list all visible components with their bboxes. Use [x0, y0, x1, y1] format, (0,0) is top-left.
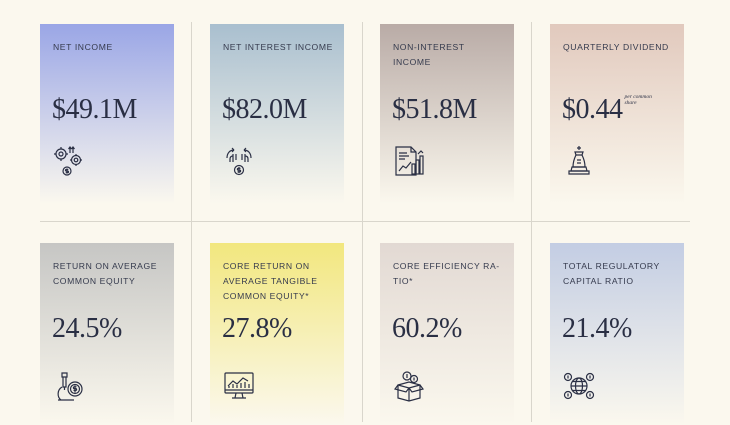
card-total-regulatory-capital-ratio: TOTAL REGULATORY CAPITAL RATIO 21.4% [550, 243, 684, 425]
card-label: NON-INTEREST INCOME [393, 42, 465, 67]
box-coins-icon [392, 369, 426, 403]
card-value: $0.44 per common share [562, 94, 655, 126]
chess-piece-icon [562, 144, 596, 178]
microscope-dollar-icon [52, 369, 86, 403]
card-value: $51.8M [392, 94, 477, 125]
card-core-return-on-average-tangible-common-equity: CORE RETURN ON AVERAGE TANGIBLE COMMON E… [210, 243, 344, 425]
card-value: 21.4% [562, 313, 632, 344]
card-quarterly-dividend: QUARTERLY DIVIDEND $0.44 per common share [550, 24, 684, 204]
card-value: $82.0M [222, 94, 307, 125]
dividend-note: per common share [624, 94, 652, 106]
card-non-interest-income: NON-INTEREST INCOME $51.8M [380, 24, 514, 204]
dividend-amount: $0.44 [562, 94, 623, 125]
card-label: NET INCOME [53, 42, 113, 52]
card-value: 27.8% [222, 313, 292, 344]
card-return-on-average-common-equity: RETURN ON AVERAGE COMMON EQUITY 24.5% [40, 243, 174, 425]
column-divider [191, 22, 192, 422]
card-label: CORE EFFICIENCY RA-TIO* [393, 261, 500, 286]
globe-dollar-icon [562, 369, 596, 403]
card-net-interest-income: NET INTEREST INCOME $82.0M [210, 24, 344, 204]
card-net-income: NET INCOME $49.1M [40, 24, 174, 204]
card-label: TOTAL REGULATORY CAPITAL RATIO [563, 261, 660, 286]
card-label: QUARTERLY DIVIDEND [563, 42, 669, 52]
row-divider [40, 221, 690, 222]
card-label: NET INTEREST INCOME [223, 42, 333, 52]
card-label: CORE RETURN ON AVERAGE TANGIBLE COMMON E… [223, 261, 318, 301]
card-label: RETURN ON AVERAGE COMMON EQUITY [53, 261, 158, 286]
column-divider [531, 22, 532, 422]
monitor-chart-icon [222, 369, 256, 403]
report-chart-icon [392, 144, 426, 178]
gears-dollar-icon [52, 144, 86, 178]
card-value: 24.5% [52, 313, 122, 344]
card-value: $49.1M [52, 94, 137, 125]
hands-dollar-icon [222, 144, 256, 178]
card-value: 60.2% [392, 313, 462, 344]
card-core-efficiency-ratio: CORE EFFICIENCY RA-TIO* 60.2% [380, 243, 514, 425]
column-divider [362, 22, 363, 422]
